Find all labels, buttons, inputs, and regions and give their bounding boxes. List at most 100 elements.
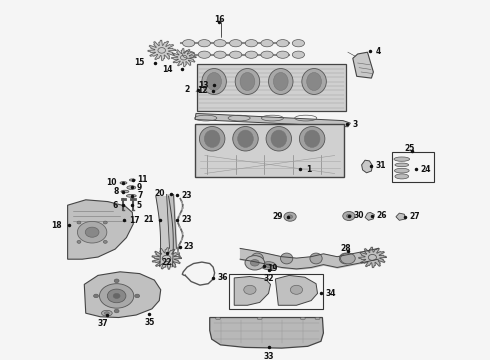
Ellipse shape [198, 40, 210, 47]
Ellipse shape [103, 221, 107, 224]
Ellipse shape [292, 51, 304, 58]
Ellipse shape [300, 318, 305, 320]
Ellipse shape [214, 40, 226, 47]
Ellipse shape [245, 51, 258, 58]
Polygon shape [362, 160, 372, 173]
Polygon shape [172, 49, 196, 67]
Ellipse shape [103, 240, 107, 243]
Ellipse shape [238, 130, 253, 147]
Text: 12: 12 [197, 86, 208, 95]
Ellipse shape [85, 227, 99, 237]
Ellipse shape [240, 72, 255, 90]
Polygon shape [195, 113, 350, 127]
Ellipse shape [235, 68, 260, 94]
Ellipse shape [284, 212, 296, 221]
Ellipse shape [126, 194, 136, 197]
Ellipse shape [127, 186, 136, 189]
Ellipse shape [269, 68, 293, 94]
Polygon shape [275, 275, 318, 305]
Text: 13: 13 [198, 81, 209, 90]
Text: 23: 23 [181, 191, 192, 199]
Ellipse shape [182, 51, 195, 58]
Polygon shape [359, 247, 386, 267]
Ellipse shape [99, 284, 134, 308]
Ellipse shape [341, 253, 355, 264]
Ellipse shape [276, 40, 289, 47]
Ellipse shape [346, 214, 351, 218]
Text: 8: 8 [114, 187, 119, 196]
Polygon shape [365, 212, 374, 220]
Ellipse shape [101, 310, 112, 316]
Ellipse shape [288, 215, 293, 219]
Ellipse shape [244, 285, 256, 294]
Polygon shape [353, 52, 373, 78]
Text: 23: 23 [184, 242, 194, 251]
Text: 37: 37 [97, 319, 108, 328]
Ellipse shape [395, 163, 409, 167]
Ellipse shape [113, 293, 120, 298]
Ellipse shape [271, 130, 287, 147]
Text: 9: 9 [137, 183, 142, 192]
Ellipse shape [339, 253, 352, 264]
Text: 2: 2 [185, 85, 190, 94]
Polygon shape [84, 272, 161, 318]
Ellipse shape [276, 51, 289, 58]
Polygon shape [148, 40, 175, 60]
Ellipse shape [182, 40, 195, 47]
Ellipse shape [114, 279, 119, 283]
Polygon shape [68, 200, 133, 259]
Polygon shape [210, 318, 323, 348]
Ellipse shape [310, 253, 322, 264]
Ellipse shape [394, 168, 409, 173]
Ellipse shape [245, 256, 265, 270]
Ellipse shape [245, 40, 258, 47]
Polygon shape [211, 80, 226, 85]
Text: 23: 23 [181, 215, 192, 224]
Text: 5: 5 [137, 201, 142, 210]
Ellipse shape [204, 130, 220, 147]
Ellipse shape [198, 51, 210, 58]
Ellipse shape [257, 318, 262, 320]
Ellipse shape [77, 221, 81, 224]
Ellipse shape [216, 318, 220, 320]
Ellipse shape [107, 289, 126, 303]
Text: 10: 10 [107, 178, 117, 187]
Ellipse shape [199, 126, 225, 151]
Ellipse shape [395, 174, 409, 179]
Ellipse shape [129, 179, 135, 181]
Text: 19: 19 [268, 264, 278, 273]
Text: 3: 3 [353, 120, 358, 129]
Ellipse shape [104, 312, 109, 315]
Ellipse shape [202, 68, 226, 94]
Text: 31: 31 [376, 161, 386, 170]
Text: 33: 33 [263, 352, 274, 360]
Text: 30: 30 [354, 211, 364, 220]
Ellipse shape [304, 130, 320, 147]
Text: 21: 21 [144, 215, 154, 224]
Text: 7: 7 [137, 192, 143, 200]
Text: 4: 4 [376, 46, 381, 55]
Ellipse shape [209, 89, 218, 93]
Ellipse shape [266, 264, 271, 267]
Ellipse shape [135, 294, 140, 298]
Ellipse shape [77, 221, 107, 243]
Text: 18: 18 [51, 220, 62, 230]
Ellipse shape [266, 126, 292, 151]
Ellipse shape [114, 309, 119, 313]
Ellipse shape [77, 240, 81, 243]
Ellipse shape [280, 253, 293, 264]
Ellipse shape [207, 72, 221, 90]
Ellipse shape [315, 318, 320, 320]
Ellipse shape [261, 262, 276, 270]
Text: 32: 32 [263, 274, 274, 283]
Ellipse shape [229, 51, 242, 58]
Text: 27: 27 [409, 212, 420, 221]
Bar [197, 64, 346, 111]
Ellipse shape [94, 294, 98, 298]
Polygon shape [152, 248, 181, 269]
Bar [229, 274, 323, 309]
Text: 14: 14 [162, 65, 172, 74]
Ellipse shape [302, 68, 326, 94]
Ellipse shape [261, 40, 273, 47]
Text: 28: 28 [340, 243, 351, 253]
